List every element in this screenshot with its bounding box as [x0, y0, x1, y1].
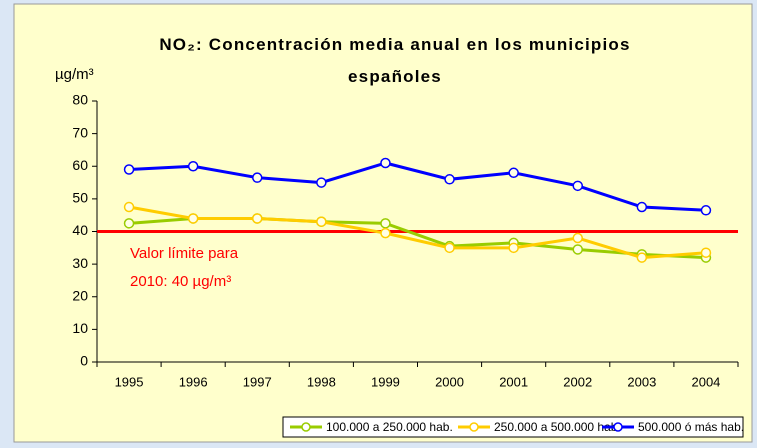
point [187, 161, 199, 172]
y-tick-label: 80 [72, 92, 88, 108]
x-tick-label: 2002 [563, 374, 592, 389]
x-tick-label: 2003 [627, 374, 656, 389]
y-tick-label: 40 [72, 222, 88, 238]
y-tick-label: 30 [72, 255, 88, 271]
point [508, 242, 519, 254]
point [444, 242, 455, 254]
y-tick-label: 50 [72, 190, 88, 206]
legend-marker [469, 422, 479, 432]
y-tick-label: 20 [72, 287, 88, 303]
x-tick-label: 1996 [179, 374, 208, 389]
point [380, 157, 391, 169]
point [508, 167, 519, 179]
legend-marker [301, 422, 311, 432]
legend-label: 250.000 a 500.000 hab. [494, 420, 621, 434]
point [123, 201, 135, 213]
x-tick-label: 2004 [691, 374, 720, 389]
y-axis-label: µg/m³ [55, 66, 94, 83]
point [700, 247, 712, 258]
annotation: Valor límite para [130, 245, 239, 262]
point [252, 213, 263, 224]
point [636, 252, 648, 263]
chart-title: NO₂: Concentración media anual en los mu… [159, 35, 631, 86]
legend-marker [613, 422, 623, 432]
series-line [128, 161, 707, 212]
point [572, 244, 583, 255]
y-tick-label: 60 [72, 157, 88, 173]
point [380, 218, 391, 229]
y-tick-label: 0 [80, 353, 88, 369]
x-tick-label: 2000 [435, 374, 464, 389]
point [444, 174, 455, 185]
point [636, 201, 648, 213]
point [700, 205, 712, 216]
x-tick-label: 1998 [307, 374, 336, 389]
point [380, 227, 391, 239]
y-tick-label: 10 [72, 320, 88, 336]
legend-label: 100.000 a 250.000 hab. [326, 420, 453, 434]
series-line [128, 205, 707, 260]
point [187, 213, 199, 224]
point [252, 172, 263, 183]
x-tick-label: 1995 [115, 374, 144, 389]
point [572, 180, 583, 192]
point [572, 232, 583, 244]
legend-box [282, 416, 744, 438]
y-tick-label: 70 [72, 124, 88, 140]
x-tick-label: 2001 [499, 374, 528, 389]
point [316, 216, 327, 227]
annotation: 2010: 40 µg/m³ [130, 273, 231, 290]
point [123, 218, 135, 229]
point [316, 177, 327, 188]
legend-label: 500.000 ó más hab. [638, 420, 744, 434]
x-tick-label: 1999 [371, 374, 400, 389]
point [123, 164, 135, 175]
x-tick-label: 1997 [243, 374, 272, 389]
